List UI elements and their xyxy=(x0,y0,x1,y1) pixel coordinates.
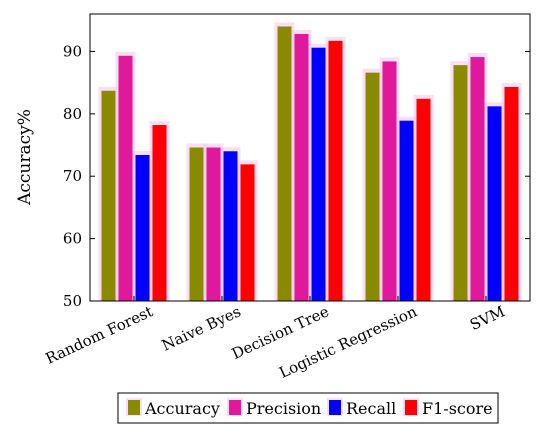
legend-label: F1-score xyxy=(422,399,493,418)
legend-box xyxy=(117,392,499,424)
legend-swatch-precision xyxy=(229,400,241,415)
y-tick-label: 90 xyxy=(63,42,82,60)
y-axis-ticks: 50 60 70 80 90 xyxy=(63,42,530,310)
bar-f1-score-random-forest xyxy=(152,125,167,301)
bars-group xyxy=(98,22,522,302)
bar-recall-naive-byes xyxy=(223,151,238,301)
legend-swatch-recall xyxy=(329,400,341,415)
bar-precision-decision-tree xyxy=(294,33,309,302)
x-category-label: Random Forest xyxy=(43,302,156,367)
bar-precision-naive-byes xyxy=(206,147,221,301)
bar-precision-svm xyxy=(470,57,485,301)
y-axis-title: Accuracy% xyxy=(15,109,35,206)
bar-f1-score-naive-byes xyxy=(240,164,255,301)
legend-label: Recall xyxy=(346,399,396,418)
y-tick-label: 50 xyxy=(63,292,82,310)
bar-recall-logistic-regression xyxy=(399,120,414,301)
x-category-label: SVM xyxy=(467,302,508,334)
bar-recall-decision-tree xyxy=(311,47,326,302)
bar-recall-random-forest xyxy=(135,155,150,301)
bar-f1-score-svm xyxy=(504,86,519,301)
bar-accuracy-decision-tree xyxy=(277,26,292,301)
legend-label: Accuracy xyxy=(144,399,220,418)
bar-accuracy-naive-byes xyxy=(189,147,204,301)
bar-accuracy-random-forest xyxy=(101,90,116,301)
legend-label: Precision xyxy=(246,399,321,418)
legend-swatch-accuracy xyxy=(128,400,140,415)
bar-recall-svm xyxy=(487,106,502,301)
legend-swatch-f1-score xyxy=(405,400,417,415)
legend: Accuracy Precision Recall F1-score xyxy=(117,392,499,424)
bar-f1-score-logistic-regression xyxy=(416,98,431,301)
bar-accuracy-logistic-regression xyxy=(365,72,380,301)
bar-accuracy-svm xyxy=(453,65,468,302)
y-tick-label: 60 xyxy=(63,230,82,248)
bar-f1-score-decision-tree xyxy=(328,40,343,302)
bar-precision-logistic-regression xyxy=(382,61,397,302)
bar-precision-random-forest xyxy=(118,55,133,302)
y-tick-label: 70 xyxy=(63,167,82,185)
y-tick-label: 80 xyxy=(63,105,82,123)
